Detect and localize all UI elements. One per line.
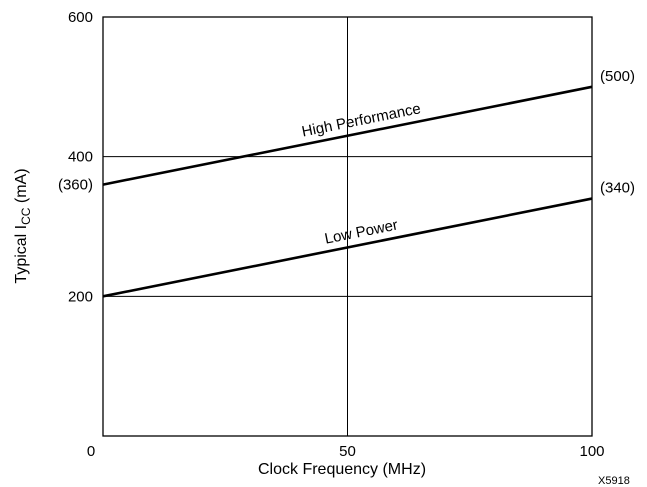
x-tick-label-0: 0 [87, 443, 95, 460]
y-tick-label-200: 200 [68, 288, 93, 305]
end-value-label-low-power: (340) [600, 180, 635, 197]
y-tick-labels: 200 400 600 [68, 9, 93, 305]
series-line-low-power [102, 197, 593, 298]
series-line-high-performance [102, 85, 593, 186]
start-value-label-high-performance: (360) [58, 177, 93, 194]
x-tick-label-100: 100 [579, 443, 604, 460]
x-tick-label-50: 50 [339, 443, 356, 460]
series-label-high-performance: High Performance [300, 100, 422, 140]
grid-lines [103, 17, 592, 436]
x-tick-labels: 0 50 100 [87, 443, 605, 460]
y-axis-title-subscript: CC [19, 207, 33, 225]
plot-frame [102, 16, 593, 437]
y-tick-label-600: 600 [68, 9, 93, 26]
y-tick-label-400: 400 [68, 149, 93, 166]
y-axis-title-prefix: Typical I [13, 225, 30, 284]
y-axis-title-suffix: (mA) [13, 168, 30, 207]
y-axis-title: Typical ICC (mA) [13, 168, 33, 283]
series-label-low-power: Low Power [323, 216, 399, 247]
series-lines [102, 85, 593, 298]
x-axis-title: Clock Frequency (MHz) [258, 461, 426, 478]
figure-id: X5918 [598, 475, 630, 487]
end-value-label-high-performance: (500) [600, 68, 635, 85]
